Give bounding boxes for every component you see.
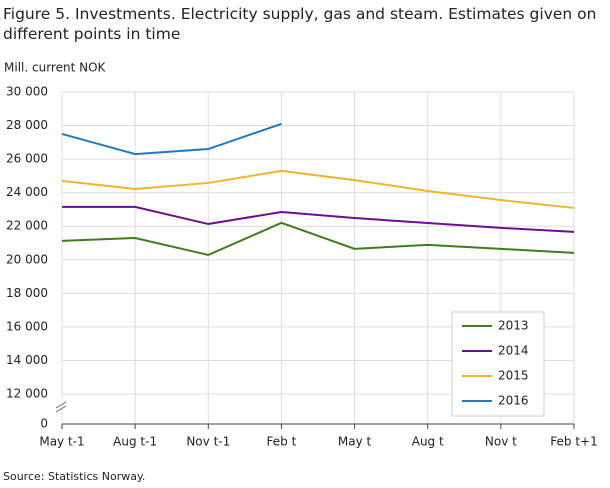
series-line (61, 169, 575, 209)
y-tick-label: 12 000 (6, 387, 48, 401)
y-tick-label: 26 000 (6, 152, 48, 166)
y-tick-label: 18 000 (6, 286, 48, 300)
x-tick-label: Aug t-1 (113, 435, 157, 449)
y-tick-label: 14 000 (6, 353, 48, 367)
chart-title: Figure 5. Investments. Electricity suppl… (3, 5, 597, 43)
x-tick-label: Feb t (267, 435, 297, 449)
y-tick-label: 24 000 (6, 185, 48, 199)
y-tick-label: 16 000 (6, 319, 48, 333)
legend-label: 2013 (498, 319, 529, 333)
legend: 2013 2014 2015 2016 (451, 311, 545, 417)
y-tick-label: 28 000 (6, 118, 48, 132)
legend-box (451, 311, 545, 417)
y-tick-label: 30 000 (6, 85, 48, 99)
source: Source: Statistics Norway. (3, 470, 146, 483)
x-tick-label: Aug t (412, 435, 444, 449)
legend-label: 2015 (498, 369, 529, 383)
axis-break (55, 405, 67, 413)
axis-break (55, 401, 67, 409)
series-line (62, 205, 575, 233)
x-tick-label: Nov t-1 (186, 435, 230, 449)
series-line (61, 221, 575, 256)
y-tick-label: 22 000 (6, 219, 48, 233)
legend-label: 2014 (498, 344, 529, 358)
x-tick-label: Feb t+1 (550, 435, 597, 449)
y-tick-label: 20 000 (6, 252, 48, 266)
x-tick-label: May t-1 (39, 435, 84, 449)
y-axis-label: Mill. current NOK (4, 61, 107, 75)
y-tick-label: 0 (40, 417, 48, 431)
x-tick-label: Nov t (485, 435, 517, 449)
legend-label: 2016 (498, 394, 529, 408)
x-tick-label: May t (338, 435, 372, 449)
series-line (61, 122, 282, 156)
